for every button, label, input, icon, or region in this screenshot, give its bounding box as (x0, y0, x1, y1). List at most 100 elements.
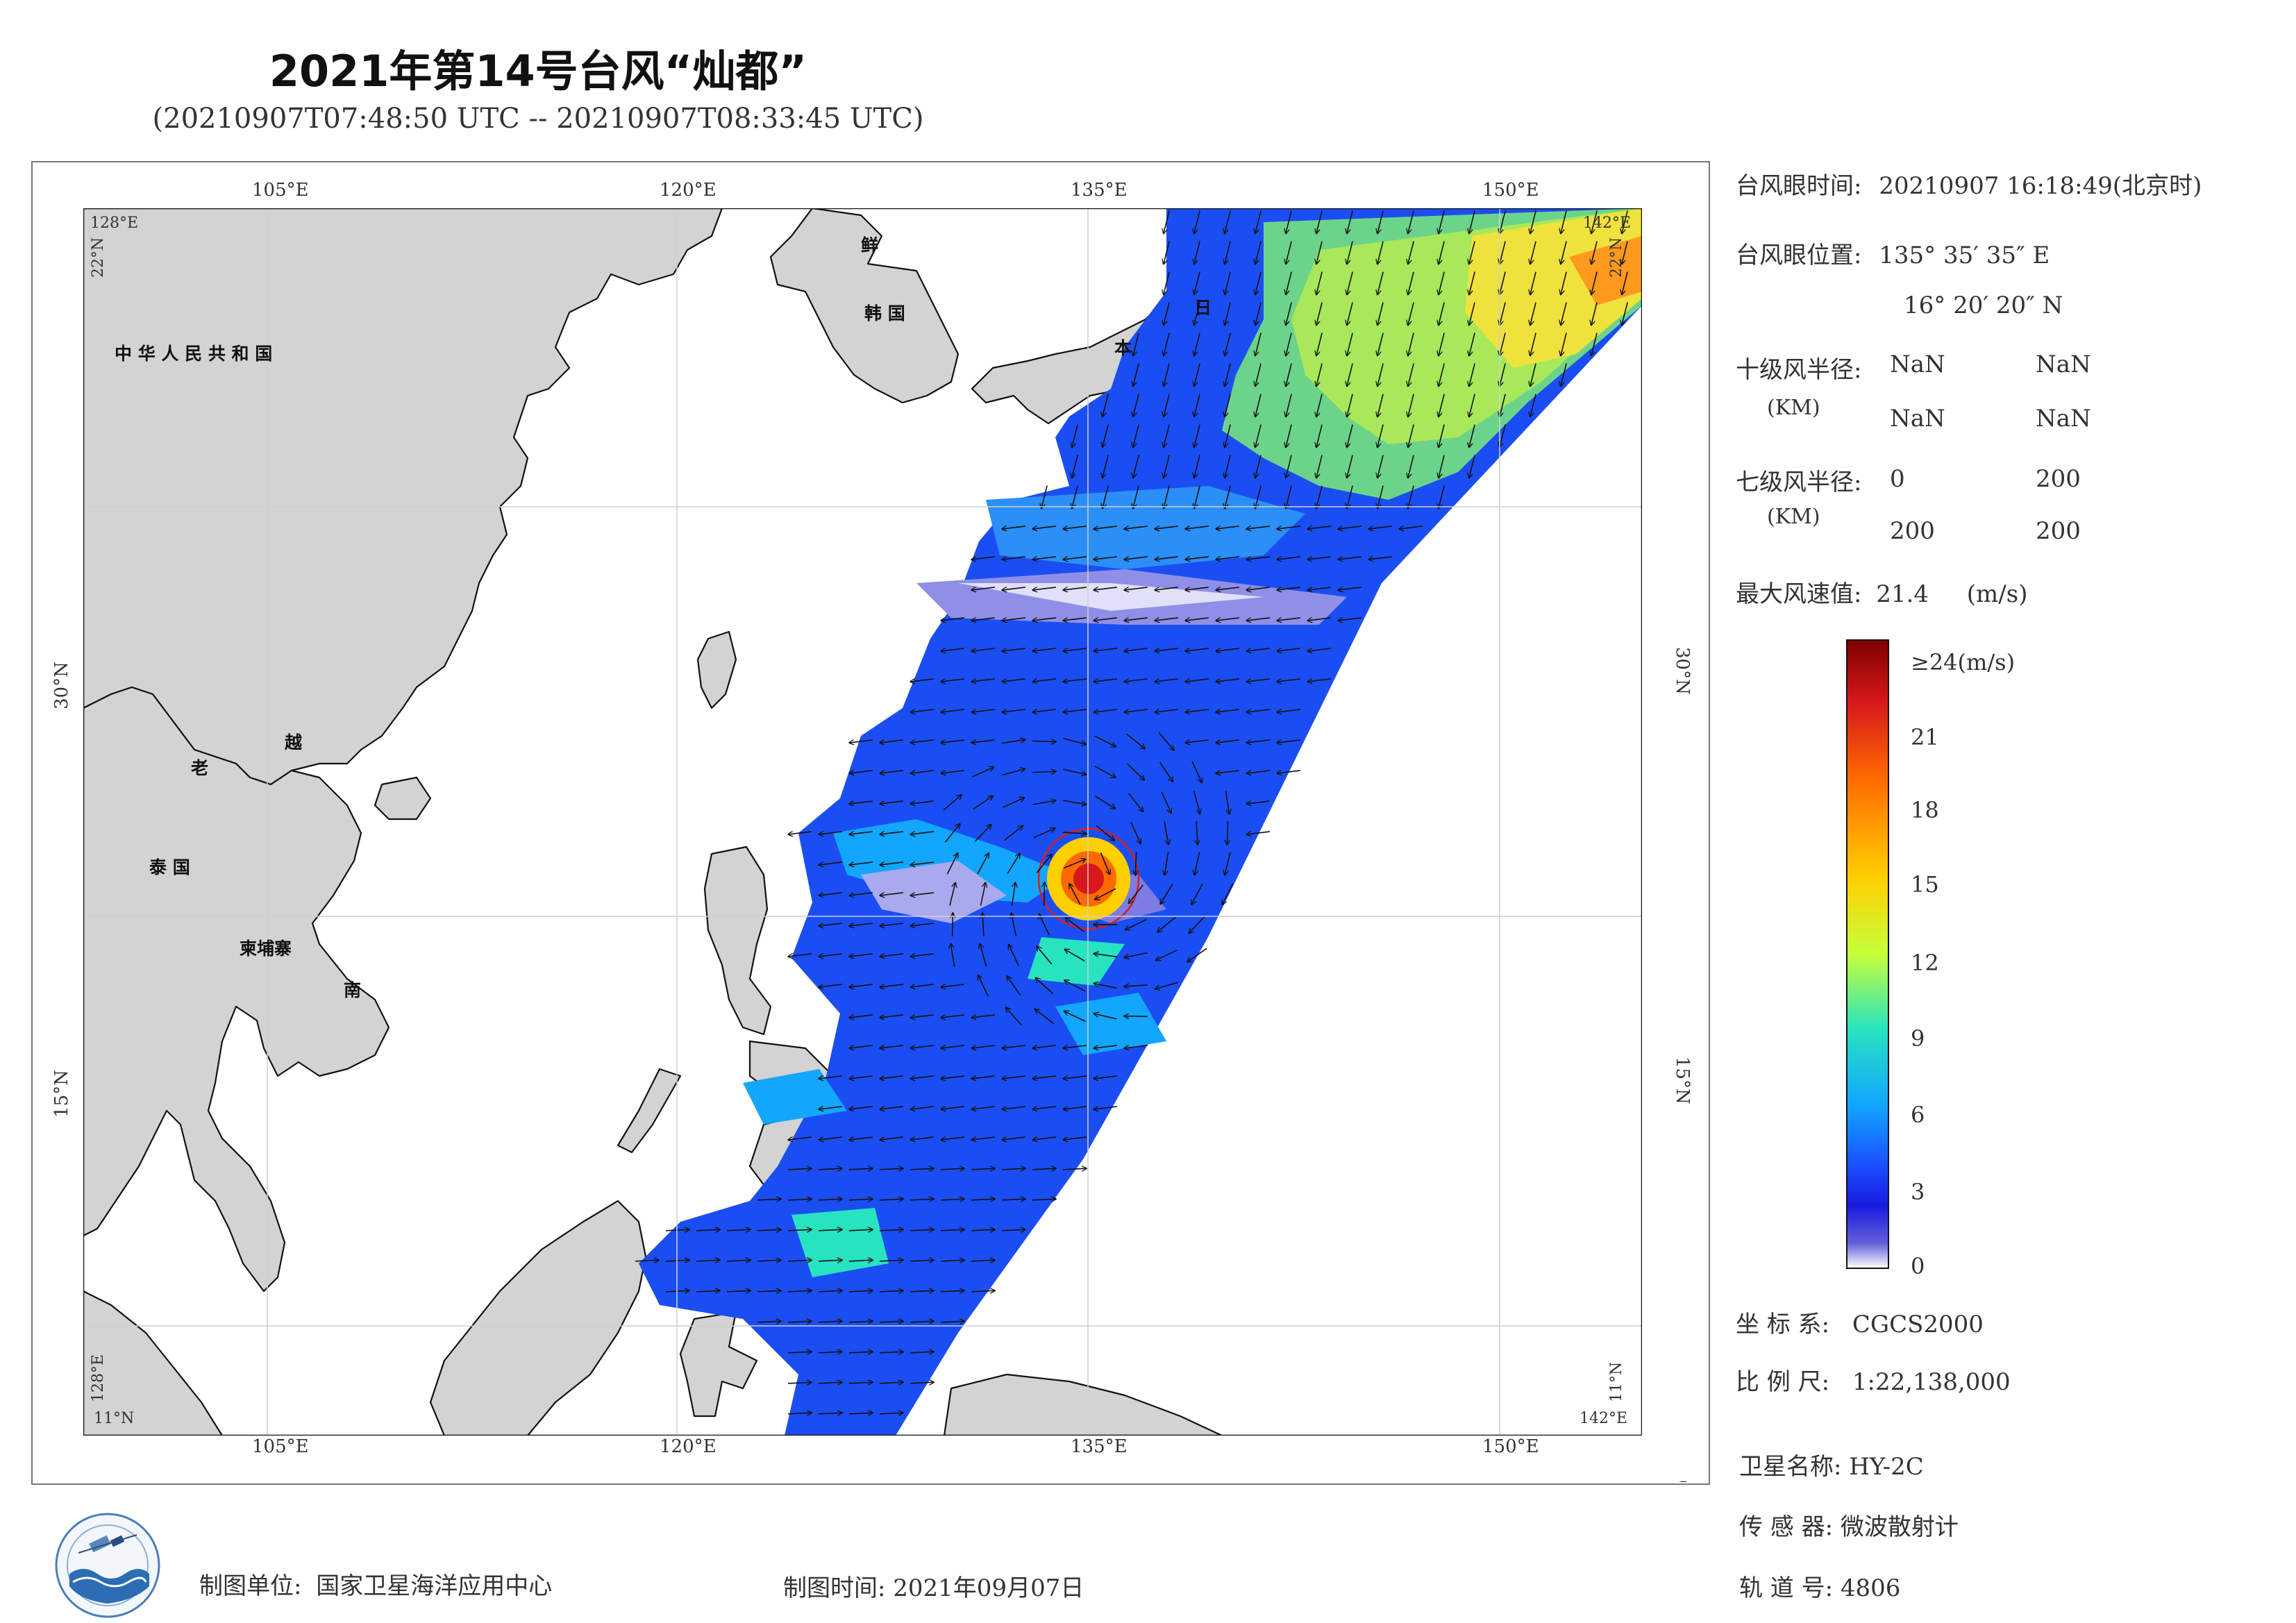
wind-arrow (1037, 946, 1053, 965)
wind-arrow (1225, 455, 1231, 478)
r7-ne: 0 (1890, 465, 1905, 493)
wind-arrow (1246, 587, 1270, 590)
wind-arrow (1093, 1106, 1117, 1109)
wind-arrow (971, 678, 995, 682)
wind-arrow (880, 923, 903, 926)
wind-arrow (848, 1290, 873, 1292)
wind-arrow (880, 1045, 903, 1048)
wind-arrow (971, 648, 995, 651)
wind-arrow (1255, 363, 1262, 387)
wind-arrow (1377, 271, 1384, 295)
wind-arrow (879, 1321, 903, 1322)
wind-arrow (1377, 485, 1384, 509)
r10-ne: NaN (1890, 351, 1945, 378)
wind-arrow (1530, 241, 1536, 264)
wind-arrow (1124, 1045, 1148, 1048)
wind-arrow (696, 1260, 720, 1261)
wind-arrow (971, 1136, 995, 1140)
wind-arrow (1189, 916, 1206, 934)
wind-arrow (910, 1321, 934, 1322)
r7-unit: (KM) (1767, 505, 1820, 529)
wind-arrow (879, 1352, 903, 1353)
wind-field-map[interactable]: 中 华 人 民 共 和 国 鲜 韩 国 日 本 老 越 南 泰 国 柬埔寨 12… (83, 208, 1642, 1436)
wind-arrow (1216, 770, 1239, 773)
wind-arrow (665, 1229, 689, 1231)
wind-arrow (1347, 241, 1353, 264)
wind-arrow (1127, 763, 1145, 780)
wind-arrow (1124, 587, 1148, 590)
wind-arrow (818, 1413, 842, 1414)
wind-arrow (910, 1014, 934, 1018)
wind-arrow (1124, 648, 1148, 651)
lon-label-top-120: 120°E (660, 180, 717, 201)
wind-arrow (1439, 210, 1445, 234)
wind-arrow (941, 1045, 964, 1048)
orbit-value: 4806 (1840, 1574, 1901, 1602)
wind-arrow (1011, 882, 1015, 906)
wind-arrow (1439, 363, 1445, 387)
wind-arrow (880, 831, 903, 834)
wind-arrow (1004, 825, 1023, 841)
wind-arrow (1164, 424, 1170, 448)
wind-arrow (819, 1136, 842, 1140)
wind-arrow (1622, 241, 1628, 264)
wind-arrow (1316, 333, 1323, 356)
wind-arrow (696, 1290, 720, 1292)
wind-arrow (1225, 210, 1231, 234)
wind-arrow (1255, 210, 1262, 234)
wind-arrow (849, 1045, 873, 1048)
wind-arrow (941, 709, 964, 712)
land-borneo (429, 1200, 647, 1436)
wind-arrow (787, 1321, 812, 1322)
wind-arrow (910, 800, 934, 804)
wind-arrow (1063, 678, 1087, 682)
wind-arrow (1408, 241, 1414, 264)
wind-arrow (1133, 424, 1139, 448)
wind-arrow (1439, 394, 1445, 417)
lat-label-left-30: 30°N (51, 662, 72, 709)
wind-arrow (1155, 648, 1178, 651)
wind-arrow (1246, 525, 1270, 529)
wind-arrow (971, 1014, 995, 1018)
wind-arrow (1408, 485, 1414, 509)
wind-arrow (1439, 333, 1445, 356)
label-china: 中 华 人 民 共 和 国 (115, 344, 272, 364)
wind-arrow (1408, 455, 1414, 478)
wind-arrow (1307, 556, 1331, 560)
wind-arrow (819, 831, 842, 834)
wind-arrow (940, 1168, 964, 1170)
wind-arrow (1032, 587, 1056, 590)
wind-arrow (849, 770, 873, 773)
corner-bl-lon: 11°N (94, 1410, 134, 1427)
lon-label-top-105: 105°E (252, 180, 309, 201)
wind-arrow (1286, 424, 1292, 448)
land-indochina (83, 686, 390, 1293)
wind-arrow (1094, 735, 1116, 746)
colorbar-tick-15: 15 (1911, 871, 1939, 898)
wind-arrow (1225, 241, 1231, 264)
wind-arrow (1001, 1199, 1025, 1200)
wind-arrow (1164, 271, 1170, 295)
land-taiwan (696, 630, 737, 709)
wind-arrow (1316, 241, 1323, 264)
wind-arrow (1408, 302, 1414, 326)
wind-arrow (757, 1260, 781, 1261)
wind-arrow (849, 953, 873, 957)
wind-arrow (1225, 424, 1231, 448)
wind-arrow (1408, 394, 1414, 417)
wind-arrow (941, 1106, 964, 1109)
wind-arrow (910, 1352, 934, 1353)
wind-arrow (1286, 485, 1292, 509)
wind-arrow (788, 831, 812, 834)
lat-label-left-15: 15°N (51, 1070, 72, 1118)
wind-arrow (880, 953, 903, 957)
wind-arrow (940, 1290, 964, 1292)
wind-arrow (1155, 587, 1178, 590)
label-laos: 老 (191, 758, 208, 778)
wind-arrow (1093, 709, 1117, 712)
wind-arrow (1124, 985, 1148, 986)
wind-arrow (1316, 302, 1323, 326)
wind-arrow (1002, 1106, 1025, 1109)
crs-value: CGCS2000 (1852, 1311, 1984, 1338)
wind-arrow (1194, 485, 1200, 509)
